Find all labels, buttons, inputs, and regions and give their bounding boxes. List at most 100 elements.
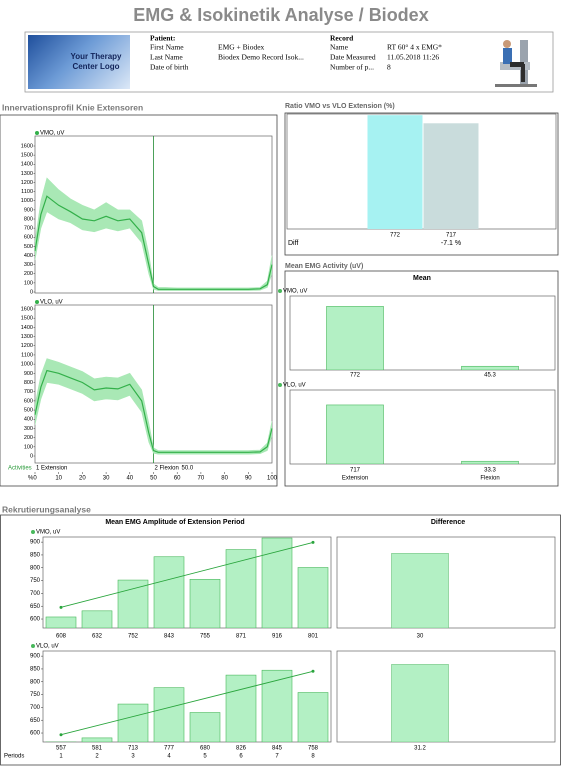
legend-label: VLO, uV [283, 383, 306, 389]
bar [117, 579, 149, 628]
y-tick-label: 100 [24, 280, 33, 286]
x-tick-label: 60 [174, 476, 181, 482]
x-tick-label: 100 [267, 476, 278, 482]
legend-label: VMO, uV [36, 530, 60, 536]
y-tick-label: 700 [30, 591, 41, 597]
value-label: 632 [92, 634, 103, 640]
y-tick-label: 800 [24, 216, 33, 222]
value-label: 777 [164, 746, 175, 752]
y-tick-label: 650 [30, 604, 41, 610]
legend-marker [31, 530, 35, 534]
value-label: 845 [272, 746, 283, 752]
y-tick-label: 600 [24, 398, 33, 404]
category-label: Flexion [480, 476, 499, 482]
field-label: Date of birth [150, 63, 189, 72]
legend-label: VLO, uV [36, 644, 59, 650]
y-tick-label: 1400 [21, 162, 33, 168]
field-label: Last Name [150, 53, 183, 62]
value-label: 843 [164, 634, 175, 640]
y-tick-label: 1600 [21, 143, 33, 149]
value-label: 713 [128, 746, 139, 752]
value-label: 772 [350, 373, 361, 379]
trend-line [60, 541, 314, 608]
field-label: Name [330, 43, 349, 52]
category-label: 7 [275, 754, 279, 760]
trend-end [311, 540, 315, 544]
bar [261, 537, 293, 628]
bar [391, 553, 449, 628]
value-label: 752 [128, 634, 139, 640]
value-label: 758 [308, 746, 319, 752]
header-box [24, 31, 554, 93]
value-label: 680 [200, 746, 211, 752]
bar [367, 115, 423, 229]
y-tick-label: 700 [24, 226, 33, 232]
y-tick-label: 800 [24, 380, 33, 386]
value-label: 755 [200, 634, 211, 640]
bar [423, 123, 479, 229]
legend-marker [35, 300, 39, 304]
bar [461, 460, 519, 464]
plot-frame [42, 536, 332, 629]
y-tick-label: 850 [30, 553, 41, 559]
value-label: 45.3 [484, 373, 496, 379]
header-heading: Patient: [150, 34, 175, 43]
value-label: 826 [236, 746, 247, 752]
bar [45, 616, 77, 628]
ratio-box [284, 112, 559, 256]
y-tick-label: 400 [24, 417, 33, 423]
y-tick-label: 1000 [21, 198, 33, 204]
mean-line [34, 369, 273, 453]
category-label: 2 [95, 754, 99, 760]
bar [461, 365, 519, 370]
recruitment-box [0, 514, 561, 766]
bar [81, 610, 113, 628]
field-value: 11.05.2018 11:26 [387, 53, 439, 62]
bar [225, 674, 257, 742]
band-fill [35, 358, 272, 455]
y-tick-label: 500 [24, 244, 33, 250]
diff-label: Diff [288, 240, 298, 247]
value-label: 717 [446, 233, 457, 239]
x-tick-label: 40 [126, 476, 133, 482]
device-icon [495, 40, 537, 87]
y-tick-label: 1100 [21, 352, 33, 358]
field-label: Number of p... [330, 63, 374, 72]
y-tick-label: 200 [24, 435, 33, 441]
activities-label: Activities [8, 466, 32, 472]
value-label: 916 [272, 634, 283, 640]
y-tick-label: 750 [30, 692, 41, 698]
y-tick-label: 600 [24, 235, 33, 241]
bar [297, 567, 329, 628]
y-tick-label: 1300 [21, 171, 33, 177]
y-tick-label: 800 [30, 679, 41, 685]
legend-marker [35, 131, 39, 135]
chart-subtitle: Mean [413, 275, 431, 282]
legend-marker [31, 644, 35, 648]
category-label: 8 [311, 754, 315, 760]
y-tick-label: 700 [24, 389, 33, 395]
y-tick-label: 1300 [21, 334, 33, 340]
bar [153, 556, 185, 628]
x-tick-label: 80 [221, 476, 228, 482]
value-label: 608 [56, 634, 67, 640]
trend-line [60, 670, 314, 736]
mean-line [34, 195, 273, 290]
y-tick-label: 0 [30, 289, 33, 295]
y-tick-label: 800 [30, 565, 41, 571]
bar [326, 404, 384, 464]
plot-frame [289, 295, 556, 371]
trend-end [311, 669, 315, 673]
phase-start-label: 50.0 [182, 466, 194, 472]
band-edge [34, 382, 273, 455]
y-tick-label: 1400 [21, 325, 33, 331]
y-tick-label: 850 [30, 667, 41, 673]
field-label: First Name [150, 43, 184, 52]
x-tick-label: 20 [79, 476, 86, 482]
category-label: Extension [342, 476, 368, 482]
value-label: 871 [236, 634, 247, 640]
category-label: 6 [239, 754, 243, 760]
field-value: 8 [387, 63, 391, 72]
logo-text: Your Therapy Center Logo [70, 52, 122, 71]
